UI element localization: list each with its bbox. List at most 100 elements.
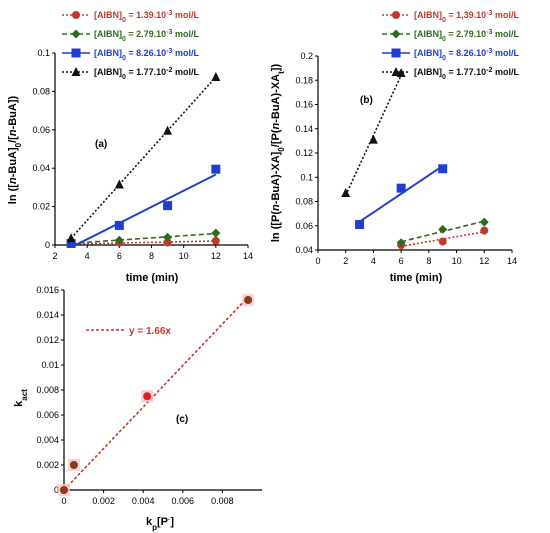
x-tick-label: 4 — [85, 251, 90, 261]
series — [341, 67, 406, 198]
y-axis-label: ln ([n-BuA]0/[n-BuA]) — [7, 95, 23, 204]
data-point — [60, 486, 68, 494]
data-point — [341, 188, 351, 198]
x-tick-label: 6 — [399, 256, 404, 266]
y-axis-label: ln ([P(n-BuA)-XA]0/[P(n-BuA)-XAt]) — [270, 64, 286, 243]
trend-line — [70, 76, 217, 239]
y-tick-label: 0 — [54, 485, 59, 495]
data-point — [114, 179, 124, 189]
trend-line — [359, 165, 444, 223]
data-point — [66, 233, 76, 243]
legend-item: [AIBN]0 = 8.26.10-3 mol/L — [62, 48, 199, 62]
data-point — [211, 228, 221, 238]
series — [355, 164, 448, 230]
x-tick-label: 2 — [343, 256, 348, 266]
chart-panel-c: 0 0.002 0.004 0.006 0.008 0 0.002 0.004 0.006 0.0… — [13, 285, 262, 532]
y-tick-label: 0.016 — [36, 285, 59, 295]
legend-label: [AIBN]0 = 1.77.10-2 mol/L — [94, 67, 199, 81]
legend-item: [AIBN]0 = 2.79.10-3 mol/L — [62, 29, 199, 43]
y-tick-label: 0.04 — [295, 245, 313, 255]
legend-label: [AIBN]0 = 8.26.10-3 mol/L — [414, 48, 519, 62]
data-point — [114, 235, 124, 245]
y-tick-label: 0.06 — [32, 125, 50, 135]
fit-equation-label: y = 1.66x — [129, 326, 171, 337]
panel-label: (c) — [176, 414, 188, 425]
x-tick-label: 4 — [371, 256, 376, 266]
legend-item: [AIBN]0 = 1.39.10-3 mol/L — [62, 10, 199, 24]
y-tick-label: 0.01 — [41, 360, 59, 370]
y-tick-label: 0.002 — [36, 460, 59, 470]
y-tick-label: 0.008 — [36, 385, 59, 395]
legend-label: [AIBN]0 = 1.39.10-3 mol/L — [94, 10, 199, 24]
x-tick-label: 14 — [243, 251, 253, 261]
x-tick-label: 14 — [507, 256, 517, 266]
chart-panel-a: 2 4 6 8 10 12 14 0 0.02 0.04 0.06 0.08 0.1 (a) time … — [7, 10, 253, 285]
data-point — [69, 461, 78, 469]
y-tick-label: 0.006 — [36, 410, 59, 420]
data-point — [396, 238, 406, 248]
legend-item: [AIBN]0 = 1.77.10-2 mol/L — [382, 67, 519, 81]
data-point — [480, 226, 489, 235]
y-tick-label: 0.02 — [32, 202, 50, 212]
data-point — [163, 232, 173, 242]
legend-label: [AIBN]0 = 2.79.10-3 mol/L — [414, 29, 519, 43]
trend-line — [71, 240, 216, 245]
x-axis-label: kp[P·] — [146, 516, 174, 532]
y-tick-label: 0.2 — [300, 51, 313, 61]
x-tick-label: 0.002 — [92, 496, 115, 506]
y-tick-label: 0.04 — [32, 163, 50, 173]
series — [66, 72, 221, 243]
y-tick-label: 0.16 — [295, 100, 313, 110]
data-point — [66, 238, 76, 248]
x-tick-label: 2 — [52, 251, 57, 261]
y-tick-label: 0.14 — [295, 124, 313, 134]
y-tick-label: 0.08 — [32, 86, 50, 96]
data-point — [396, 183, 406, 193]
legend-item: [AIBN]0 = 2.79.10-3 mol/L — [382, 29, 519, 43]
data-point — [368, 134, 378, 144]
data-point — [438, 164, 448, 174]
data-point — [163, 201, 173, 211]
legend-item: [AIBN]0 = 1.77.10-2 mol/L — [62, 67, 199, 81]
data-point — [163, 238, 172, 247]
x-axis-label: time (min) — [126, 272, 179, 284]
data-point — [244, 296, 253, 304]
x-tick-label: 6 — [117, 251, 122, 261]
y-tick-label: 0.08 — [295, 197, 313, 207]
x-tick-label: 12 — [211, 251, 221, 261]
legend-marker — [391, 67, 401, 76]
data-point — [438, 237, 447, 246]
legend-marker — [391, 48, 401, 58]
legend-label: [AIBN]0 = 2.79.10-3 mol/L — [94, 29, 199, 43]
legend-marker — [71, 48, 81, 58]
x-tick-label: 0.006 — [172, 496, 195, 506]
y-tick-label: 0.1 — [37, 48, 50, 58]
trend-line — [71, 232, 216, 245]
legend-item: [AIBN]0 = 1,39.10-3 mol/L — [382, 10, 519, 24]
x-tick-label: 8 — [149, 251, 154, 261]
data-point — [438, 224, 448, 234]
x-tick-label: 10 — [452, 256, 462, 266]
x-tick-label: 10 — [179, 251, 189, 261]
legend-marker — [72, 11, 80, 19]
data-point — [143, 392, 152, 401]
x-tick-label: 0.004 — [132, 496, 155, 506]
fit-line — [63, 296, 249, 491]
y-tick-label: 0 — [45, 240, 50, 250]
y-tick-label: 0.004 — [36, 435, 59, 445]
legend-marker — [71, 29, 81, 39]
data-point — [163, 125, 173, 135]
x-tick-label: 0 — [315, 256, 320, 266]
y-axis-label: kact — [13, 389, 29, 407]
x-tick-label: 8 — [426, 256, 431, 266]
chart-panel-b: 0 2 4 6 8 10 12 14 0.04 0.06 0.08 0.1 0.12 0.14 0.16 0.… — [270, 10, 519, 285]
data-point — [114, 220, 124, 230]
series — [66, 164, 221, 249]
panel-label: (b) — [360, 95, 373, 106]
legend-label: [AIBN]0 = 1,39.10-3 mol/L — [414, 10, 519, 24]
data-point — [355, 220, 365, 230]
legend-marker — [71, 67, 81, 76]
x-tick-label: 0.008 — [211, 496, 234, 506]
legend-item: [AIBN]0 = 8.26.10-3 mol/L — [382, 48, 519, 62]
y-tick-label: 0.06 — [295, 221, 313, 231]
